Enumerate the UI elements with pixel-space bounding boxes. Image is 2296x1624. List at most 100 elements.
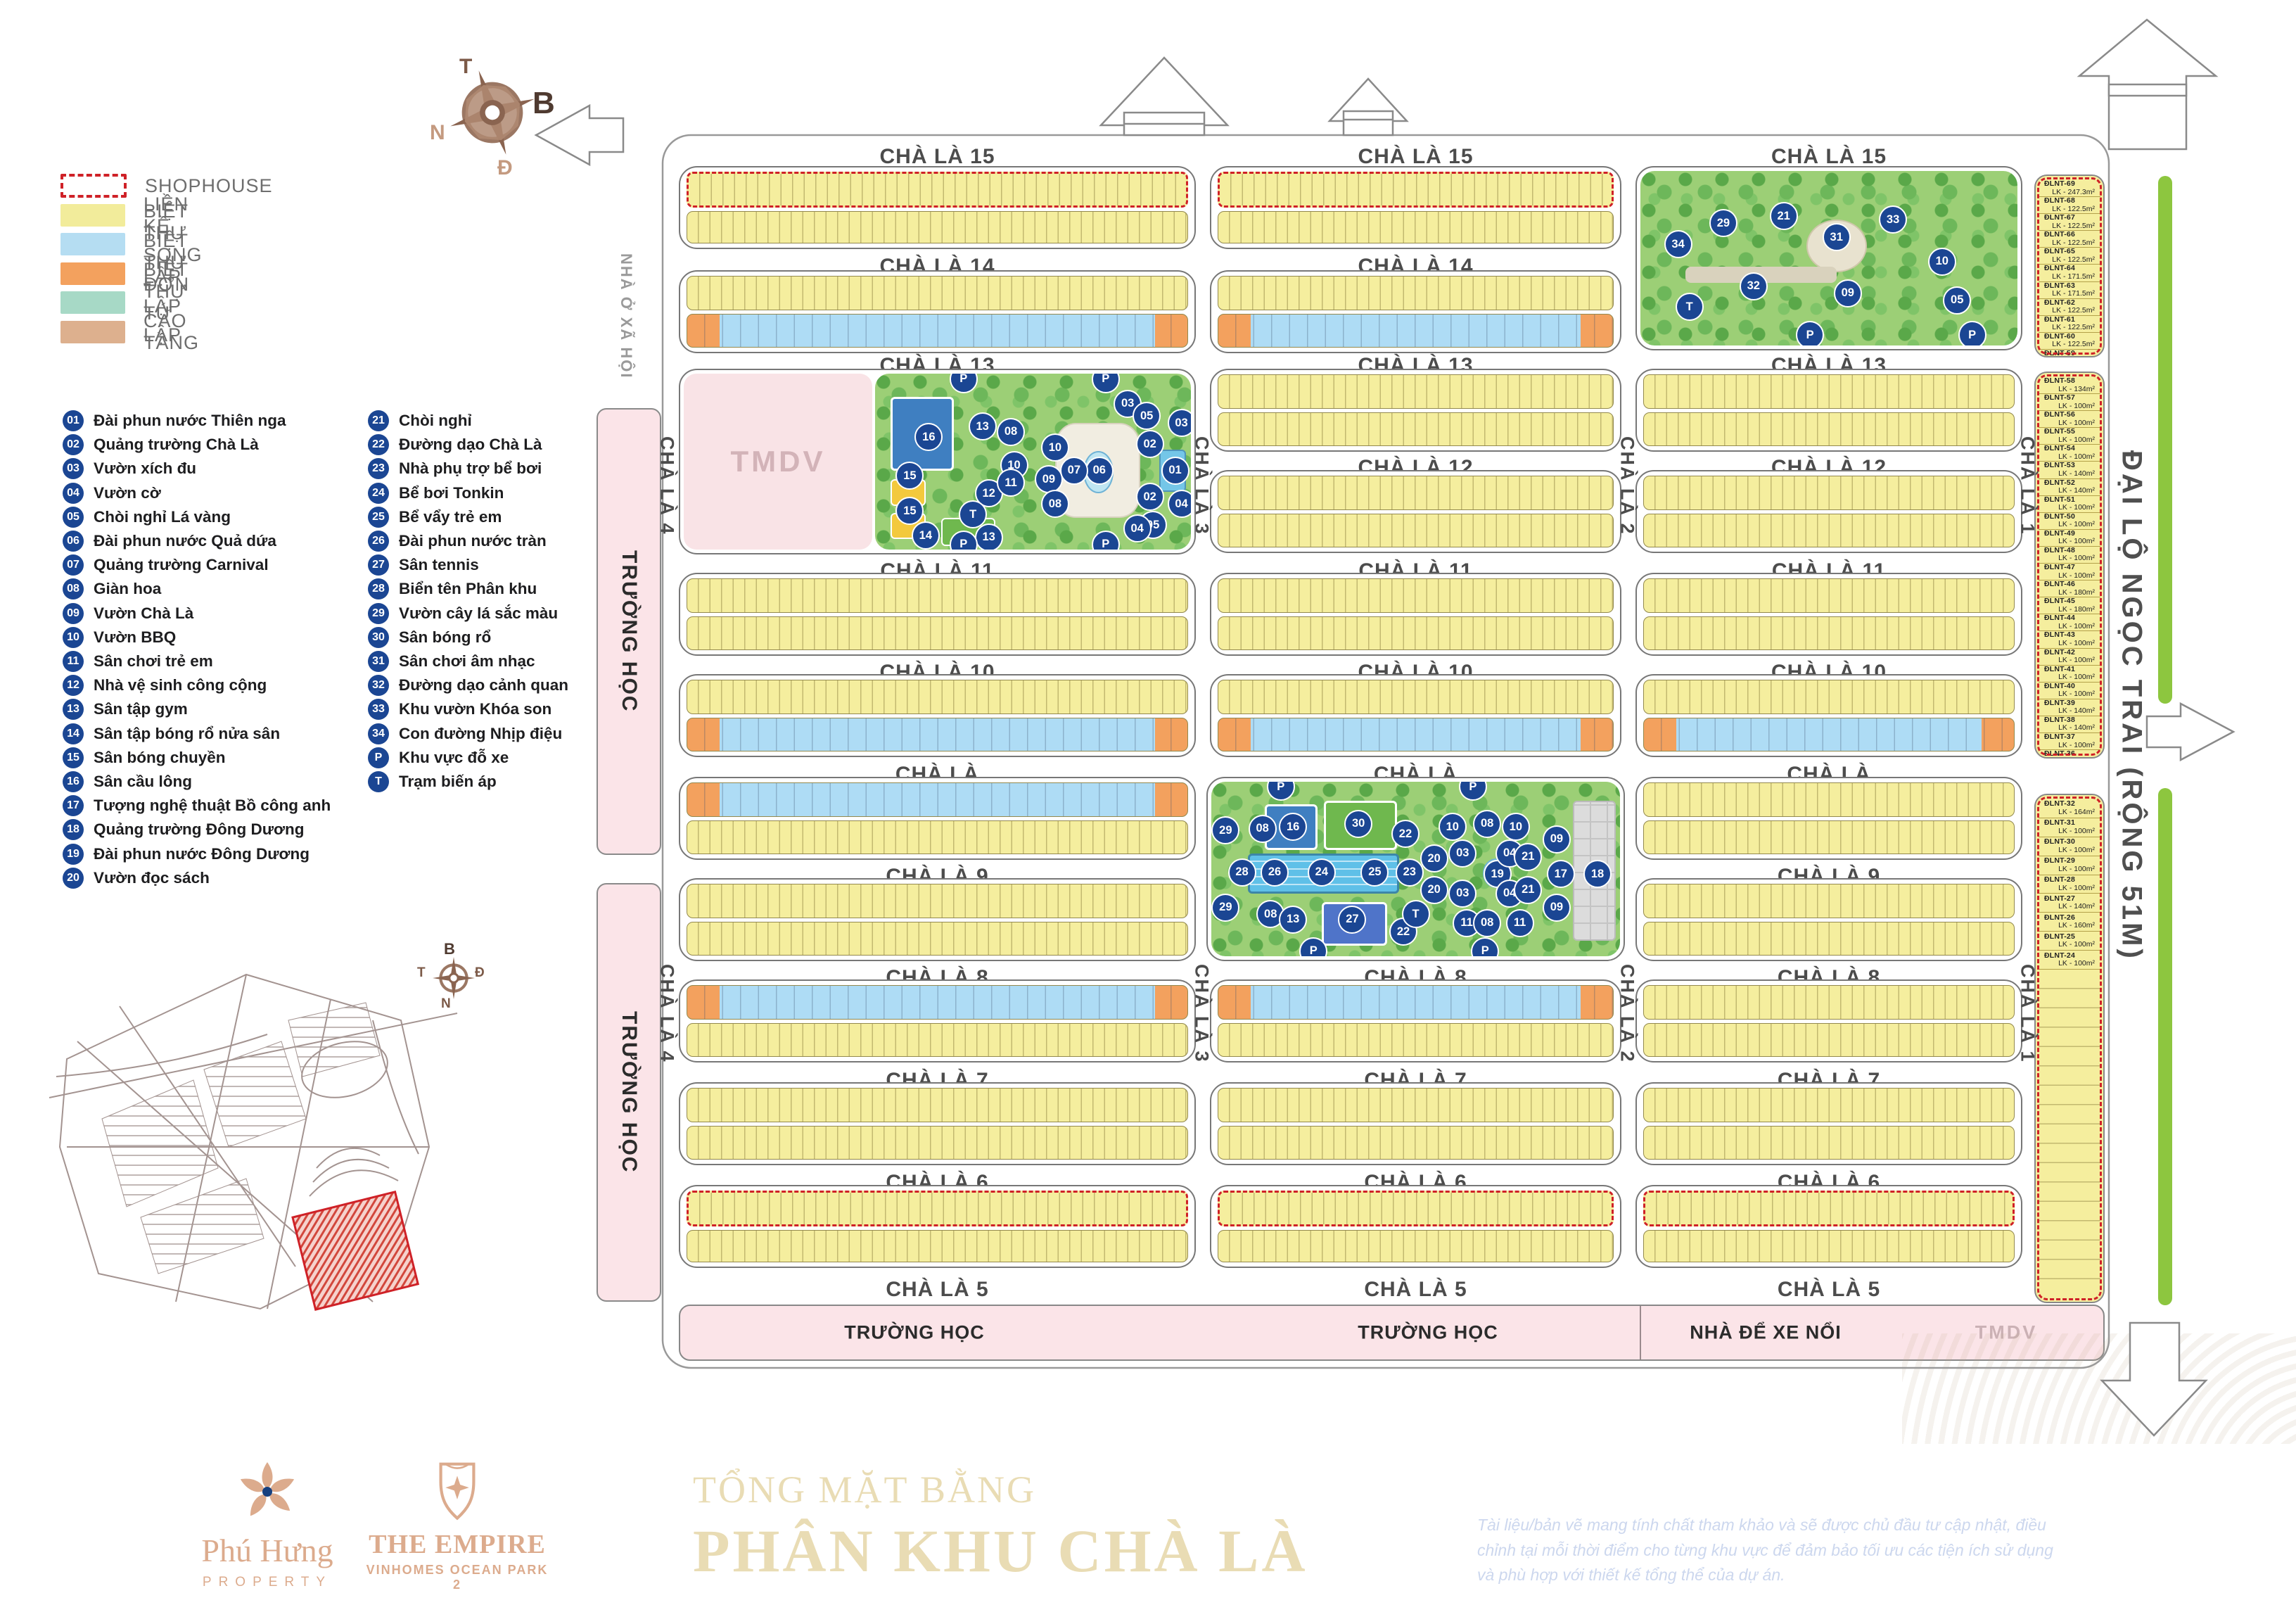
lot-strip-lk <box>687 1125 1188 1160</box>
lot-strip-lk <box>687 1022 1188 1057</box>
dlnt-lot-code: ĐLNT-59 <box>2044 348 2075 357</box>
lot-block <box>1635 369 2022 452</box>
lot-strip-lk <box>687 820 1188 854</box>
dlnt-lot-area: LK - 100m² <box>2058 452 2095 461</box>
park-marker-06: 06 <box>1085 456 1114 485</box>
lot-block <box>679 270 1196 353</box>
lot-strip-lk <box>1218 1229 1614 1262</box>
dlnt-lot-code: ĐLNT-58 <box>2044 376 2075 385</box>
dlnt-lot: ĐLNT-64 LK - 171.5m² <box>2039 264 2100 281</box>
park-marker-14: 14 <box>911 521 940 550</box>
amenity-label: Biển tên Phân khu <box>399 580 537 598</box>
amenity-label: Quảng trường Đông Dương <box>94 820 305 839</box>
park-marker-21: 21 <box>1514 842 1543 871</box>
park-marker-P: P <box>1458 782 1487 801</box>
park-marker-04: 04 <box>1167 490 1191 518</box>
minimap-compass-top: B <box>444 940 455 958</box>
dlnt-lot-area: LK - 122.5m² <box>2052 306 2095 315</box>
row-label: CHÀ LÀ 5 <box>1777 1278 1881 1301</box>
park-marker-13: 13 <box>974 523 1003 550</box>
lot-block <box>1210 1185 1621 1268</box>
dlnt-lot-area: LK - 100m² <box>2058 418 2095 427</box>
brand-phu-hung-sub: PROPERTY <box>202 1575 333 1590</box>
amenity-item: 08 Giàn hoa <box>63 578 161 600</box>
amenity-item: 03 Vườn xích đu <box>63 458 196 480</box>
amenity-label: Vườn cây lá sắc màu <box>399 604 559 622</box>
row-label: CHÀ LÀ 15 <box>1358 145 1474 168</box>
lot-strip-lk <box>687 884 1188 918</box>
amenity-badge: 03 <box>63 458 84 480</box>
legend-item: LIỀN KỀ <box>60 194 189 236</box>
amenity-badge: 15 <box>63 747 84 768</box>
bottom-band-label: TRƯỜNG HỌC <box>1358 1321 1498 1343</box>
dlnt-lot: ĐLNT-31 LK - 100m² <box>2039 817 2100 837</box>
dlnt-lot: ĐLNT-48 LK - 100m² <box>2039 545 2100 563</box>
dlnt-lot-area: LK - 100m² <box>2058 503 2095 512</box>
lot-strip-lk <box>1643 1125 2015 1160</box>
lot-strip-lk <box>1643 782 2015 817</box>
lot-block <box>679 777 1196 860</box>
park-marker-17: 17 <box>1546 860 1575 889</box>
amenity-label: Đài phun nước Đông Dương <box>94 844 310 863</box>
amenity-item: 26 Đài phun nước tràn <box>368 531 547 552</box>
dlnt-lot: ĐLNT-43 LK - 100m² <box>2039 630 2100 647</box>
dlnt-lot-area: LK - 180m² <box>2058 588 2095 597</box>
park-marker-09: 09 <box>1542 825 1571 854</box>
footer-title: TỔNG MẶT BẰNG PHÂN KHU CHÀ LÀ <box>693 1468 1308 1586</box>
park-northeast: 34 29 21 31 33 10 32 09 05 T P P <box>1635 166 2022 350</box>
amenity-label: Khu vườn Khóa son <box>399 700 552 718</box>
dlnt-lot: ĐLNT-53 LK - 140m² <box>2039 461 2100 478</box>
dlnt-lot: ĐLNT-50 LK - 100m² <box>2039 512 2100 529</box>
dlnt-lot-area: LK - 100m² <box>2058 571 2095 580</box>
minimap-compass-left: T <box>417 965 426 980</box>
dlnt-lot-code: ĐLNT-29 <box>2044 856 2075 865</box>
amenity-item: P Khu vực đỗ xe <box>368 747 509 768</box>
dlnt-lot: ĐLNT-44 LK - 100m² <box>2039 614 2100 630</box>
compass-letter-top: T <box>459 55 473 78</box>
lot-strip-lk <box>1643 1022 2015 1057</box>
amenity-label: Sân tập bóng rổ nửa sân <box>94 724 281 742</box>
park-marker-02: 02 <box>1135 430 1164 458</box>
amenity-badge: 18 <box>63 819 84 841</box>
legend-swatch <box>60 291 125 314</box>
amenity-label: Giàn hoa <box>94 580 162 598</box>
dlnt-lot-area: LK - 171.5m² <box>2052 272 2095 281</box>
park-marker-29: 29 <box>1211 816 1240 845</box>
legend-item-label: LIỀN KỀ <box>144 193 189 236</box>
dlnt-lot: ĐLNT-58 LK - 134m² <box>2039 376 2100 393</box>
park-marker-22: 22 <box>1391 820 1420 849</box>
school-strip: TRƯỜNG HỌC <box>597 883 661 1302</box>
lot-block <box>1635 470 2022 553</box>
dlnt-lot: ĐLNT-61 LK - 122.5m² <box>2039 315 2100 332</box>
park-marker-27: 27 <box>1338 905 1367 934</box>
phu-hung-flower-icon <box>240 1462 295 1516</box>
park-marker-24: 24 <box>1307 858 1336 887</box>
page-title-line2: PHÂN KHU CHÀ LÀ <box>693 1517 1308 1585</box>
lot-block <box>679 979 1196 1062</box>
amenity-badge: 26 <box>368 531 389 552</box>
dlnt-lot-area: LK - 134m² <box>2058 384 2095 393</box>
amenity-label: Đường dạo cảnh quan <box>399 676 569 694</box>
amenity-item: 29 Vườn cây lá sắc màu <box>368 602 559 624</box>
lot-block <box>1635 979 2022 1062</box>
park-marker-29: 29 <box>1211 893 1240 922</box>
amenity-item: 05 Chòi nghỉ Lá vàng <box>63 506 231 528</box>
amenity-badge: 29 <box>368 602 389 624</box>
amenity-badge: 19 <box>63 843 84 865</box>
amenity-badge: 04 <box>63 482 84 504</box>
legend-swatch <box>60 262 125 285</box>
dlnt-lot-code: ĐLNT-57 <box>2044 393 2075 402</box>
amenity-badge: 09 <box>63 602 84 624</box>
legend-item-label: BIỆT THỰ SONG LẬP <box>144 201 203 287</box>
amenity-badge: 32 <box>368 675 389 697</box>
dlnt-lot: ĐLNT-59LK - 175.8m² <box>2039 348 2100 357</box>
park-marker-11: 11 <box>1505 908 1534 937</box>
school-strip-label: TRƯỜNG HỌC <box>618 550 641 713</box>
dlnt-lot: ĐLNT-26 LK - 160m² <box>2039 912 2100 931</box>
legend-item-label: BIỆT THỰ TỨ LẬP <box>144 259 189 345</box>
dlnt-lot-area: LK - 122.5m² <box>2052 204 2095 213</box>
dlnt-lot: ĐLNT-39 LK - 140m² <box>2039 698 2100 716</box>
amenity-item: 23 Nhà phụ trợ bể bơi <box>368 458 542 480</box>
street-label: CHÀ LÀ 2 <box>1616 964 1638 1063</box>
dlnt-lot: ĐLNT-30 LK - 100m² <box>2039 836 2100 856</box>
